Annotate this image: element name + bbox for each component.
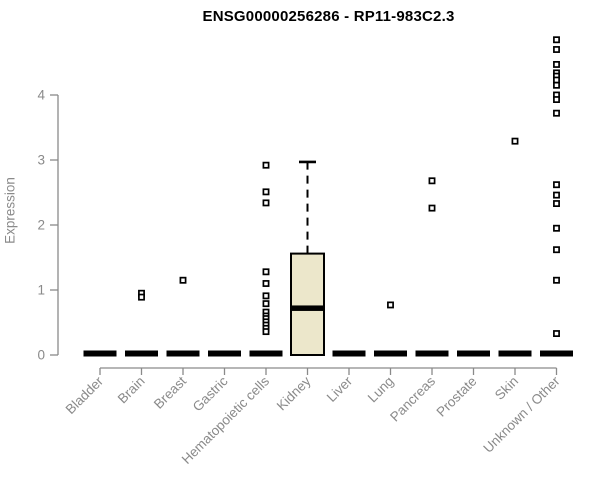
flat-bar xyxy=(125,350,158,357)
outlier-point xyxy=(553,181,560,189)
outlier-point xyxy=(262,280,270,287)
outlier-point xyxy=(553,330,560,338)
flat-bar xyxy=(415,350,449,357)
x-tick-label: Unknown / Other xyxy=(480,373,563,456)
outlier-point xyxy=(262,300,270,308)
flat-bar xyxy=(166,350,200,357)
y-tick-label: 4 xyxy=(37,88,45,103)
outlier-point xyxy=(553,224,560,232)
x-tick-label: Brain xyxy=(115,374,148,407)
outlier-point xyxy=(138,293,145,301)
outlier-point xyxy=(511,137,519,145)
outlier-point xyxy=(428,177,436,185)
flat-bar xyxy=(498,350,532,357)
outlier-point xyxy=(387,301,394,309)
y-tick-label: 2 xyxy=(37,218,45,233)
outlier-point xyxy=(262,292,270,300)
x-tick-label: Kidney xyxy=(274,373,314,413)
x-tick-label: Bladder xyxy=(63,373,107,417)
x-tick-label: Prostate xyxy=(433,374,479,420)
y-tick-label: 3 xyxy=(37,153,45,168)
outlier-point xyxy=(262,188,270,196)
outlier-point xyxy=(262,268,270,276)
flat-bar xyxy=(457,350,490,357)
x-tick-label: Pancreas xyxy=(387,373,438,424)
x-tick-label: Skin xyxy=(492,374,521,403)
x-tick-label: Liver xyxy=(324,373,356,405)
flat-bar xyxy=(208,350,241,357)
outlier-point xyxy=(553,36,560,44)
flat-bar xyxy=(332,350,366,357)
outlier-point xyxy=(553,246,560,254)
outlier-point xyxy=(179,276,187,284)
flat-bar xyxy=(540,350,573,357)
flat-bar xyxy=(249,350,283,357)
x-tick-label: Breast xyxy=(151,373,189,411)
outlier-point xyxy=(262,161,270,169)
outlier-point xyxy=(553,81,560,89)
x-tick-label: Gastric xyxy=(190,373,231,414)
flat-bar xyxy=(374,350,407,357)
outlier-point xyxy=(553,96,560,103)
outlier-point xyxy=(553,60,560,68)
outlier-point xyxy=(262,328,270,336)
flat-bar xyxy=(83,350,117,357)
x-tick-label: Lung xyxy=(365,374,397,406)
outlier-point xyxy=(553,46,560,53)
median-line xyxy=(291,305,324,311)
outlier-point xyxy=(553,276,560,284)
outlier-point xyxy=(262,199,270,207)
chart-title: ENSG00000256286 - RP11-983C2.3 xyxy=(202,8,455,25)
outlier-point xyxy=(553,200,560,207)
outlier-point xyxy=(553,191,560,199)
outlier-point xyxy=(553,109,560,117)
outlier-point xyxy=(428,204,436,212)
box xyxy=(290,252,325,357)
y-tick-label: 0 xyxy=(37,348,45,363)
y-tick-label: 1 xyxy=(37,283,45,298)
